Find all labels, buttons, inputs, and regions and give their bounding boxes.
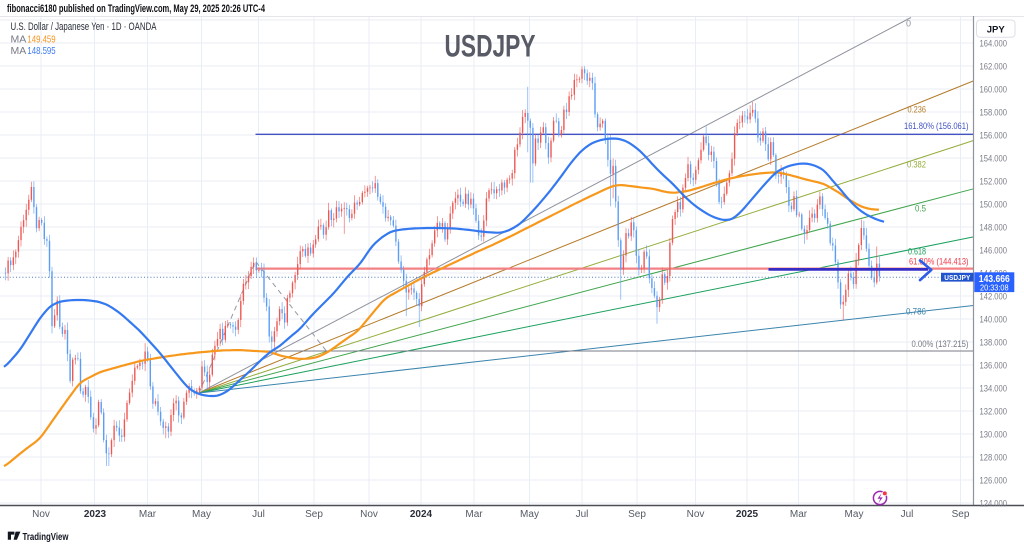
svg-text:128.000: 128.000: [980, 452, 1008, 462]
svg-text:156.000: 156.000: [980, 130, 1008, 140]
svg-text:158.000: 158.000: [980, 107, 1008, 117]
svg-text:161.80% (156.061): 161.80% (156.061): [904, 121, 969, 132]
svg-text:2024: 2024: [410, 509, 433, 520]
svg-text:Jul: Jul: [901, 509, 914, 520]
svg-text:0.00% (137.215): 0.00% (137.215): [912, 339, 969, 350]
svg-text:154.000: 154.000: [980, 153, 1008, 163]
svg-text:148.000: 148.000: [980, 222, 1008, 232]
svg-text:Nov: Nov: [32, 509, 50, 520]
svg-text:USDJPY: USDJPY: [445, 28, 536, 64]
svg-text:152.000: 152.000: [980, 176, 1008, 186]
svg-text:0.382: 0.382: [907, 160, 926, 170]
svg-text:0.786: 0.786: [906, 307, 926, 317]
svg-text:2025: 2025: [736, 509, 759, 520]
svg-text:0.618: 0.618: [908, 247, 926, 257]
svg-text:Nov: Nov: [360, 509, 378, 520]
svg-text:150.000: 150.000: [980, 199, 1008, 209]
svg-text:May: May: [845, 509, 864, 520]
svg-text:134.000: 134.000: [980, 383, 1008, 393]
svg-text:148.595: 148.595: [27, 45, 55, 57]
svg-text:164.000: 164.000: [980, 38, 1008, 48]
svg-text:May: May: [520, 509, 539, 520]
svg-text:Nov: Nov: [687, 509, 705, 520]
svg-text:61.80% (144.413): 61.80% (144.413): [909, 256, 969, 267]
svg-text:132.000: 132.000: [980, 406, 1008, 416]
svg-text:MA: MA: [11, 45, 27, 57]
svg-text:160.000: 160.000: [980, 84, 1008, 94]
svg-text:0: 0: [906, 19, 911, 29]
svg-text:JPY: JPY: [987, 24, 1006, 35]
svg-text:Sep: Sep: [628, 509, 646, 520]
svg-text:Jul: Jul: [576, 509, 589, 520]
svg-text:Mar: Mar: [790, 509, 808, 520]
svg-text:149.459: 149.459: [27, 34, 55, 46]
svg-text:MA: MA: [11, 34, 27, 46]
svg-text:126.000: 126.000: [980, 475, 1008, 485]
svg-text:142.000: 142.000: [980, 291, 1008, 301]
svg-text:0.236: 0.236: [908, 105, 927, 115]
svg-text:TradingView: TradingView: [23, 532, 69, 543]
svg-text:Jul: Jul: [252, 509, 265, 520]
svg-text:0.5: 0.5: [915, 204, 926, 214]
svg-text:136.000: 136.000: [980, 360, 1008, 370]
svg-text:140.000: 140.000: [980, 314, 1008, 324]
svg-text:U.S. Dollar / Japanese Yen · 1: U.S. Dollar / Japanese Yen · 1D · OANDA: [11, 21, 157, 33]
svg-text:130.000: 130.000: [980, 429, 1008, 439]
svg-text:Sep: Sep: [305, 509, 323, 520]
svg-text:Mar: Mar: [465, 509, 483, 520]
svg-text:138.000: 138.000: [980, 337, 1008, 347]
svg-text:fibonacci6180 published on Tra: fibonacci6180 published on TradingView.c…: [7, 3, 266, 15]
svg-text:May: May: [192, 509, 211, 520]
svg-text:USDJPY: USDJPY: [944, 275, 970, 282]
svg-text:Mar: Mar: [139, 509, 157, 520]
svg-text:162.000: 162.000: [980, 61, 1008, 71]
svg-text:143.666: 143.666: [979, 274, 1010, 285]
svg-text:Sep: Sep: [952, 509, 970, 520]
svg-text:20:33:08: 20:33:08: [980, 283, 1009, 292]
svg-text:146.000: 146.000: [980, 245, 1008, 255]
svg-text:2023: 2023: [84, 509, 107, 520]
svg-text:124.000: 124.000: [980, 498, 1008, 508]
